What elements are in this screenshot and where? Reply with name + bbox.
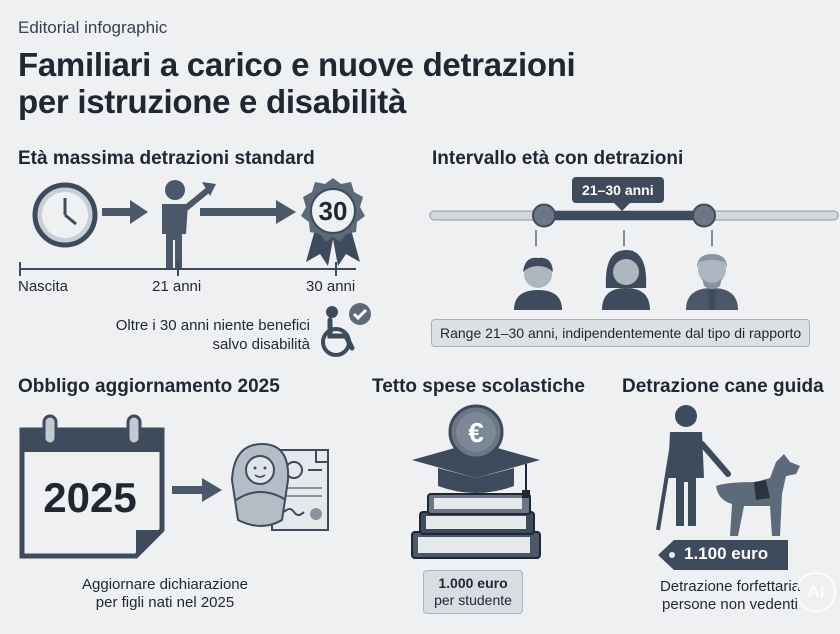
age-range-caption: Range 21–30 anni, indipendentemente dal … bbox=[431, 319, 811, 347]
blind-person-cane-icon bbox=[656, 405, 731, 531]
guide-dog-caption-line-1: Detrazione forfettaria bbox=[659, 578, 801, 595]
price-tag-icon bbox=[658, 540, 788, 570]
guide-dog-caption: Detrazione forfettaria persone non veden… bbox=[640, 578, 820, 614]
euro-coin-icon: € bbox=[448, 404, 504, 460]
max-age-heading: Età massima detrazioni standard bbox=[18, 148, 315, 169]
note-line-2: salvo disabilità bbox=[212, 336, 310, 353]
timeline-label-birth: Nascita bbox=[18, 278, 69, 295]
eyebrow-label: Editorial infographic bbox=[18, 18, 168, 37]
update-heading: Obbligo aggiornamento 2025 bbox=[18, 376, 280, 397]
coin-symbol: € bbox=[468, 417, 484, 448]
award-badge-icon: 30 bbox=[301, 178, 365, 266]
arrow-right-icon bbox=[172, 478, 222, 502]
title-line-1: Familiari a carico e nuove detrazioni bbox=[18, 46, 576, 83]
newborn-document-icon bbox=[230, 442, 329, 531]
school-tag-line-1: 1.000 euro bbox=[438, 575, 508, 591]
school-heading: Tetto spese scolastiche bbox=[372, 376, 585, 397]
page-title: Familiari a carico e nuove detrazioni pe… bbox=[18, 46, 576, 120]
ai-watermark: AI bbox=[796, 572, 836, 612]
graduation-cap-books-icon bbox=[411, 442, 541, 559]
guide-dog-heading: Detrazione cane guida bbox=[622, 376, 824, 397]
young-man-icon bbox=[514, 257, 562, 310]
elderly-man-icon bbox=[686, 254, 738, 310]
note-line-1: Oltre i 30 anni niente benefici bbox=[115, 317, 310, 334]
person-growth-icon bbox=[162, 180, 216, 268]
calendar-icon: 2025 bbox=[19, 414, 165, 559]
badge-number: 30 bbox=[319, 196, 348, 226]
range-label: 21–30 anni bbox=[572, 177, 664, 203]
timeline-label-30: 30 anni bbox=[306, 278, 356, 295]
school-tag-line-2: per studente bbox=[434, 592, 512, 608]
range-label-pointer bbox=[614, 203, 630, 211]
guide-dog-icon bbox=[716, 454, 800, 536]
guide-dog-price: 1.100 euro bbox=[684, 544, 769, 563]
timeline-label-21: 21 anni bbox=[152, 278, 202, 295]
age-range-slider bbox=[429, 203, 839, 228]
arrow-right-icon bbox=[200, 200, 296, 224]
title-line-2: per istruzione e disabilità bbox=[18, 83, 406, 120]
clock-icon bbox=[32, 182, 98, 248]
update-caption-line-2: per figli nati nel 2025 bbox=[95, 594, 235, 611]
guide-dog-caption-line-2: persone non vedenti bbox=[662, 596, 798, 613]
max-age-note: Oltre i 30 anni niente benefici salvo di… bbox=[60, 316, 310, 354]
arrow-right-icon bbox=[102, 200, 148, 224]
school-amount-tag: 1.000 euro per studente bbox=[423, 570, 523, 614]
wheelchair-check-icon bbox=[321, 303, 371, 357]
update-caption: Aggiornare dichiarazione per figli nati … bbox=[60, 576, 270, 612]
calendar-year: 2025 bbox=[43, 474, 136, 521]
woman-icon bbox=[602, 250, 650, 310]
update-caption-line-1: Aggiornare dichiarazione bbox=[82, 576, 248, 593]
age-timeline bbox=[19, 262, 356, 276]
connector-lines bbox=[535, 230, 713, 246]
age-range-heading: Intervallo età con detrazioni bbox=[432, 148, 684, 169]
